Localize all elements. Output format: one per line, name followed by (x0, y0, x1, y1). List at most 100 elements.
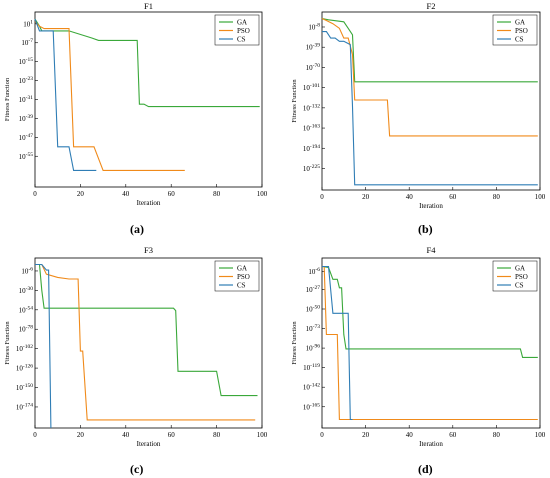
legend-label-cs: CS (515, 36, 524, 44)
y-tick-label: 10-163 (303, 124, 320, 133)
chart-panel-f1: F1 0 20 40 60 80 100 Iteration 101 10-7 10-15 10-23… (4, 1, 268, 207)
y-axis-label: Fitness Function (4, 321, 11, 365)
x-tick-label: 20 (362, 193, 370, 201)
chart-panel-f4: F4 0 20 40 60 80 100 Iteration 10-6 10-27 10-50 10-… (291, 245, 546, 448)
y-tick-label: 10-126 (16, 364, 33, 373)
series-line-cs (322, 265, 353, 421)
legend-label-ga: GA (237, 265, 247, 273)
x-tick-label: 0 (33, 431, 37, 439)
chart-panel-f3: F3 0 20 40 60 80 100 Iteration 10-6 10-30 10-54 10-… (4, 245, 268, 448)
y-tick-label: 10-39 (19, 114, 34, 123)
x-axis-label: Iteration (137, 440, 161, 448)
caption-b: (b) (418, 222, 433, 236)
y-tick-label: 10-15 (19, 57, 34, 66)
series-line-cs (34, 18, 97, 171)
y-tick-label: 10-132 (303, 103, 320, 112)
series-line-pso (34, 21, 185, 171)
y-tick-label: 10-73 (306, 324, 321, 333)
y-tick-label: 10-142 (303, 383, 320, 392)
series-line-cs (35, 263, 52, 429)
x-tick-label: 20 (77, 190, 85, 198)
series-line-ga (35, 263, 258, 397)
x-tick-label: 60 (449, 193, 457, 201)
x-tick-label: 40 (406, 431, 414, 439)
y-tick-label: 10-47 (19, 133, 34, 142)
x-tick-label: 40 (122, 190, 130, 198)
x-axis-label: Iteration (419, 202, 443, 210)
x-tick-label: 80 (213, 190, 221, 198)
x-axis-label: Iteration (137, 199, 161, 207)
series-line-pso (35, 263, 256, 421)
x-tick-label: 80 (213, 431, 221, 439)
y-axis-label: Fitness Function (4, 77, 11, 121)
y-tick-label: 10-119 (303, 363, 320, 372)
legend-label-cs: CS (237, 36, 246, 44)
legend-label-pso: PSO (237, 273, 250, 281)
series-line-ga (321, 265, 538, 358)
chart-title: F1 (144, 1, 153, 11)
legend-label-ga: GA (515, 19, 525, 27)
x-tick-label: 60 (168, 431, 176, 439)
y-tick-label: 10-174 (16, 402, 33, 411)
y-tick-label: 10-39 (306, 43, 321, 52)
y-tick-label: 10-165 (303, 402, 320, 411)
y-tick-label: 10-54 (19, 305, 34, 314)
x-axis-label: Iteration (419, 440, 443, 448)
x-tick-label: 0 (320, 431, 324, 439)
y-tick-label: 10-6 (21, 266, 33, 275)
chart-panel-f2: F2 0 20 40 60 80 100 Iteration 10-8 10-39 10-70 10-… (291, 1, 546, 210)
chart-title: F4 (427, 245, 437, 255)
series-line-cs (322, 31, 538, 186)
legend-label-cs: CS (237, 282, 246, 290)
y-tick-label: 10-23 (19, 76, 34, 85)
x-tick-label: 0 (320, 193, 324, 201)
y-tick-label: 10-78 (19, 325, 34, 334)
x-tick-label: 60 (168, 190, 176, 198)
y-tick-label: 10-50 (306, 305, 321, 314)
legend-label-pso: PSO (237, 27, 250, 35)
y-tick-label: 10-225 (303, 164, 320, 173)
y-tick-label: 10-70 (306, 63, 321, 72)
y-axis-label: Fitness Function (291, 321, 298, 365)
x-tick-label: 40 (406, 193, 414, 201)
chart-title: F2 (427, 1, 436, 11)
legend-label-ga: GA (237, 19, 247, 27)
x-tick-label: 20 (362, 431, 370, 439)
y-tick-label: 10-150 (16, 383, 33, 392)
y-tick-label: 10-55 (19, 152, 34, 161)
x-tick-label: 100 (535, 431, 546, 439)
x-tick-label: 60 (449, 431, 457, 439)
caption-a: (a) (130, 222, 144, 236)
x-tick-label: 100 (257, 190, 268, 198)
caption-c: (c) (130, 462, 144, 476)
y-tick-label: 10-194 (303, 144, 320, 153)
legend-label-cs: CS (515, 282, 524, 290)
series-line-ga (34, 18, 260, 108)
y-tick-label: 10-102 (16, 344, 33, 353)
y-tick-label: 10-27 (306, 285, 321, 294)
plot-frame (321, 11, 541, 191)
legend-box (492, 14, 538, 46)
series-line-ga (321, 17, 538, 83)
legend-label-ga: GA (515, 265, 525, 273)
x-tick-label: 0 (33, 190, 37, 198)
y-tick-label: 10-31 (19, 95, 34, 104)
x-tick-label: 40 (122, 431, 130, 439)
x-tick-label: 20 (77, 431, 85, 439)
y-tick-label: 101 (23, 19, 33, 28)
y-tick-label: 10-30 (19, 286, 34, 295)
x-tick-label: 80 (493, 193, 501, 201)
series-line-pso (321, 17, 538, 137)
x-tick-label: 100 (257, 431, 268, 439)
y-tick-label: 10-96 (306, 344, 321, 353)
x-tick-label: 80 (493, 431, 501, 439)
y-tick-label: 10-8 (308, 22, 320, 31)
legend-label-pso: PSO (515, 27, 528, 35)
chart-title: F3 (144, 245, 153, 255)
plot-frame (34, 257, 263, 429)
plot-frame (321, 257, 541, 429)
caption-d: (d) (418, 462, 433, 476)
y-tick-label: 10-101 (303, 83, 320, 92)
x-tick-label: 100 (535, 193, 546, 201)
